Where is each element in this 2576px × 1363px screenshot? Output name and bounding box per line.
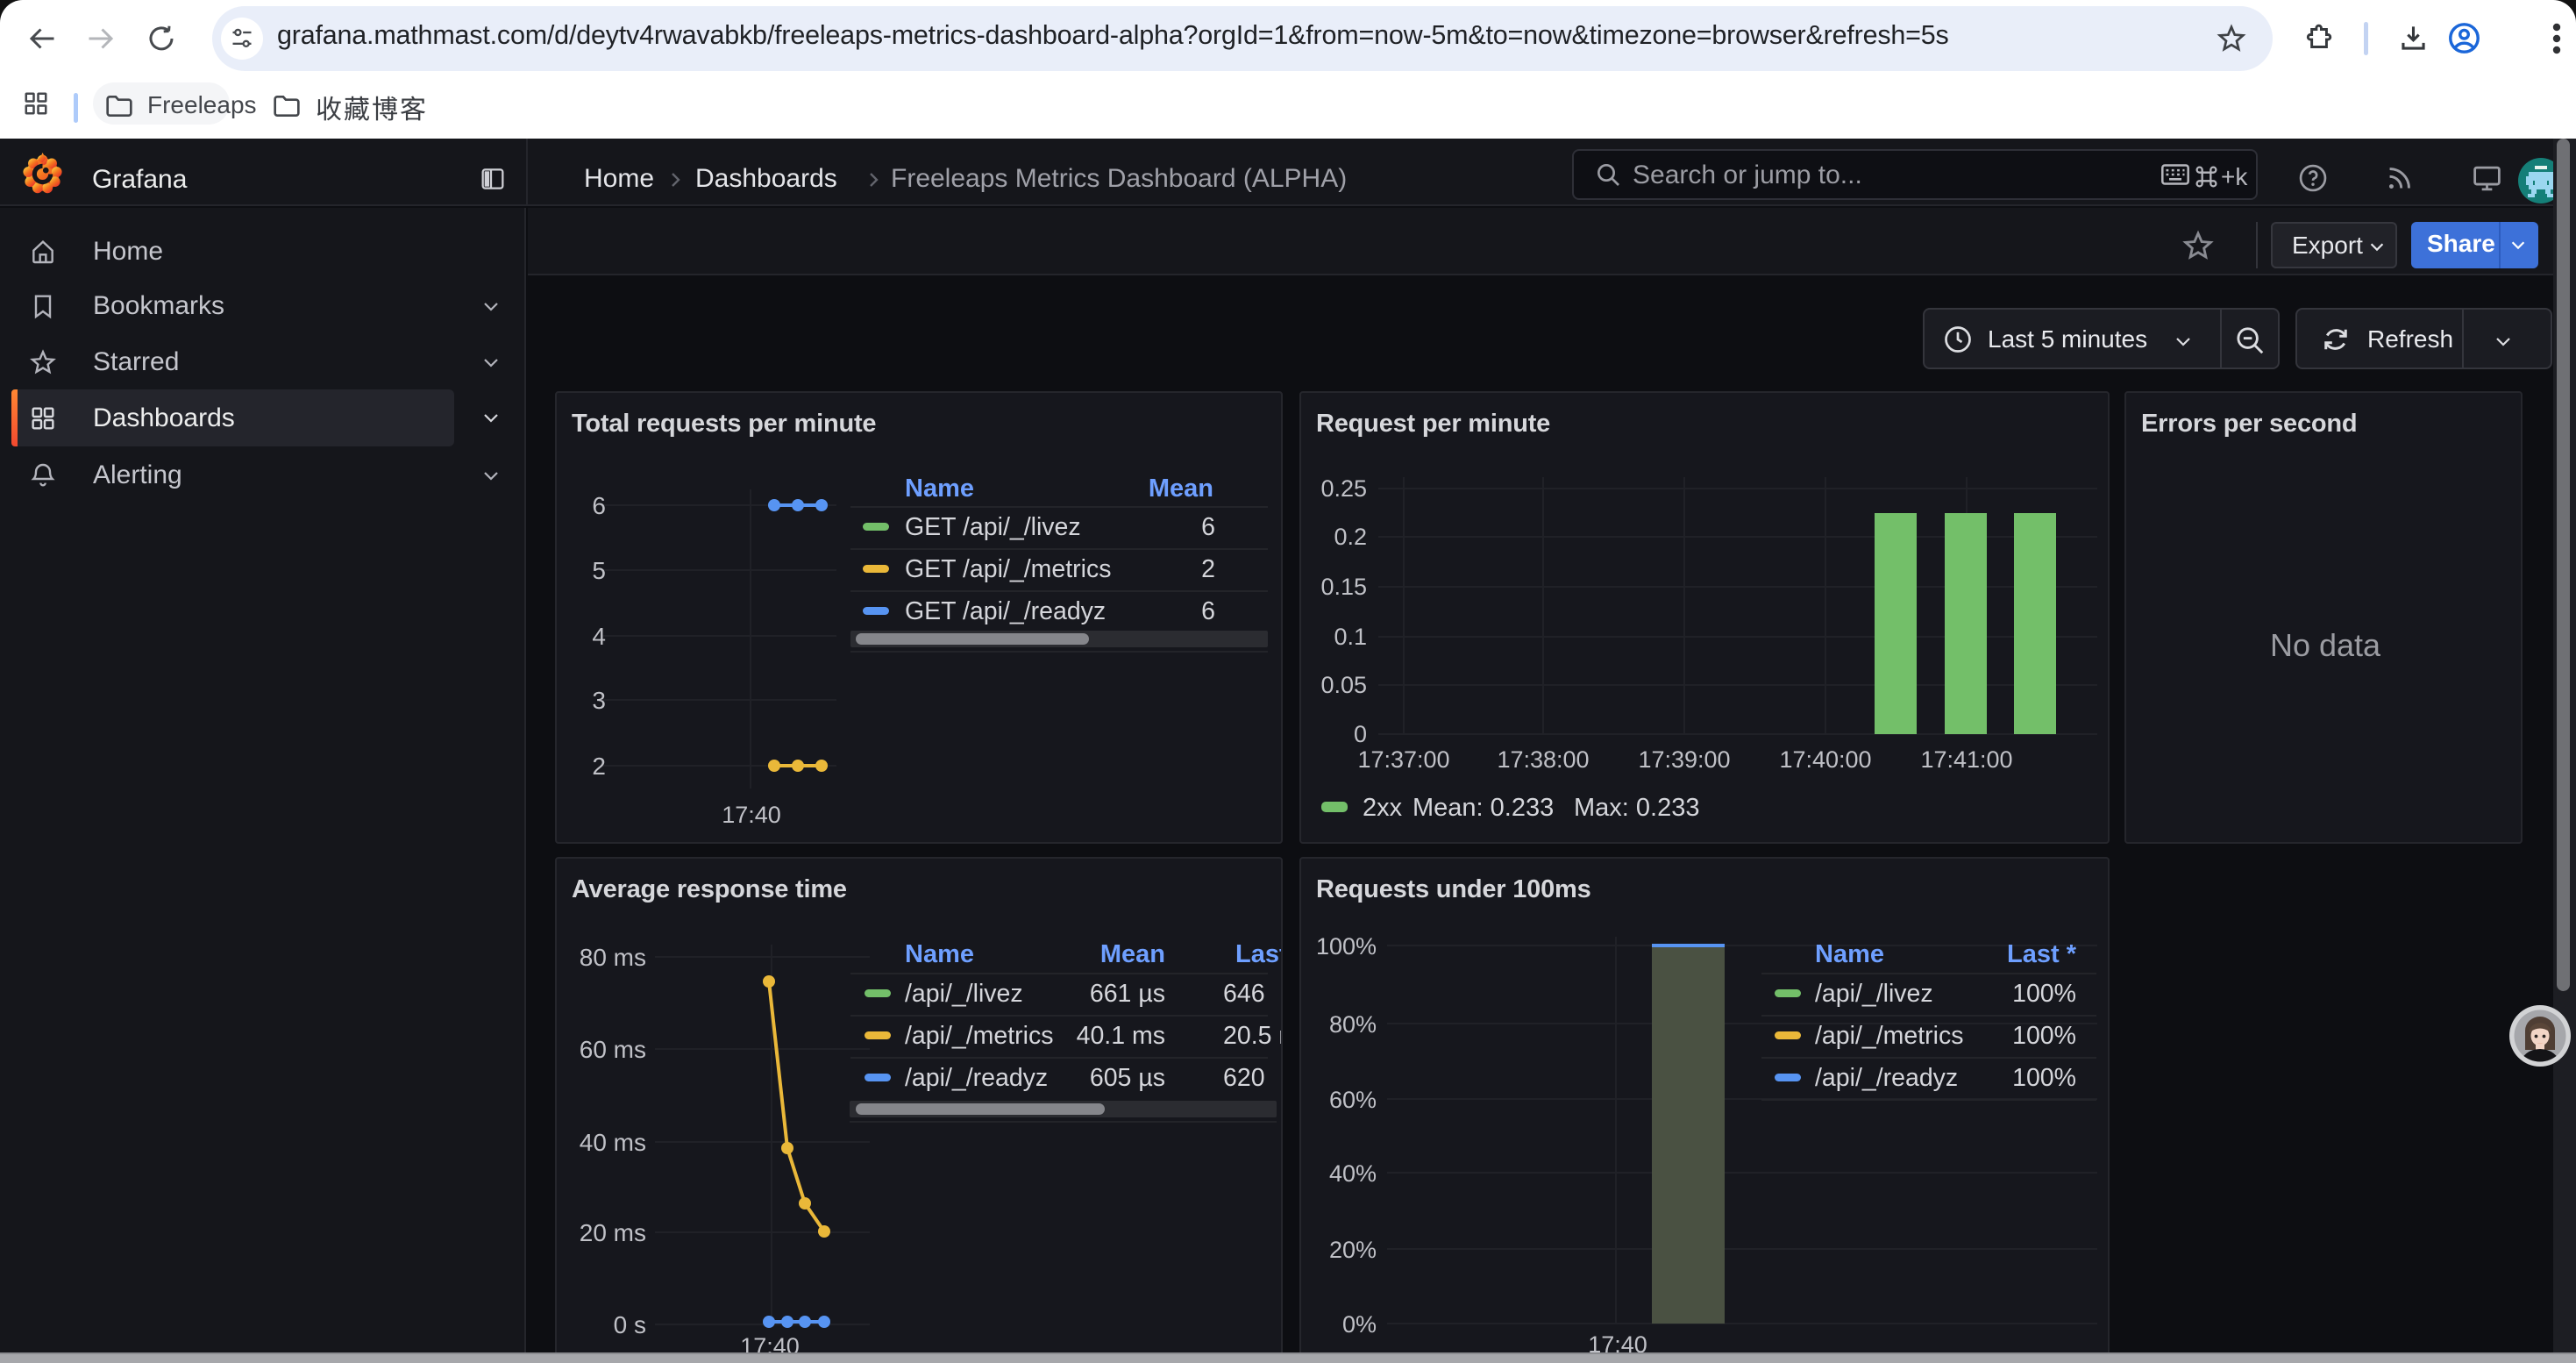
svg-text:17:40: 17:40 [722,802,781,828]
svg-text:0.1: 0.1 [1334,624,1367,650]
svg-text:20 ms: 20 ms [580,1219,646,1246]
svg-text:4: 4 [592,623,606,650]
svg-text:80%: 80% [1329,1011,1377,1038]
svg-text:17:38:00: 17:38:00 [1497,746,1589,773]
svg-text:17:40:00: 17:40:00 [1779,746,1871,773]
svg-text:0 s: 0 s [614,1311,646,1338]
svg-text:0.25: 0.25 [1320,475,1367,502]
svg-text:0%: 0% [1342,1311,1377,1338]
svg-text:17:39:00: 17:39:00 [1638,746,1730,773]
svg-text:20%: 20% [1329,1237,1377,1263]
svg-text:17:41:00: 17:41:00 [1920,746,2012,773]
svg-text:0.2: 0.2 [1334,524,1367,550]
svg-text:0.15: 0.15 [1320,574,1367,600]
svg-text:60%: 60% [1329,1087,1377,1113]
svg-text:80 ms: 80 ms [580,944,646,971]
svg-text:5: 5 [592,557,606,584]
svg-text:6: 6 [592,492,606,519]
svg-text:100%: 100% [1316,933,1377,960]
svg-text:60 ms: 60 ms [580,1036,646,1063]
svg-text:3: 3 [592,687,606,714]
svg-text:17:37:00: 17:37:00 [1357,746,1449,773]
svg-text:40 ms: 40 ms [580,1129,646,1156]
svg-text:40%: 40% [1329,1160,1377,1187]
svg-text:0: 0 [1354,721,1367,747]
svg-text:2: 2 [592,753,606,780]
svg-text:0.05: 0.05 [1320,672,1367,698]
